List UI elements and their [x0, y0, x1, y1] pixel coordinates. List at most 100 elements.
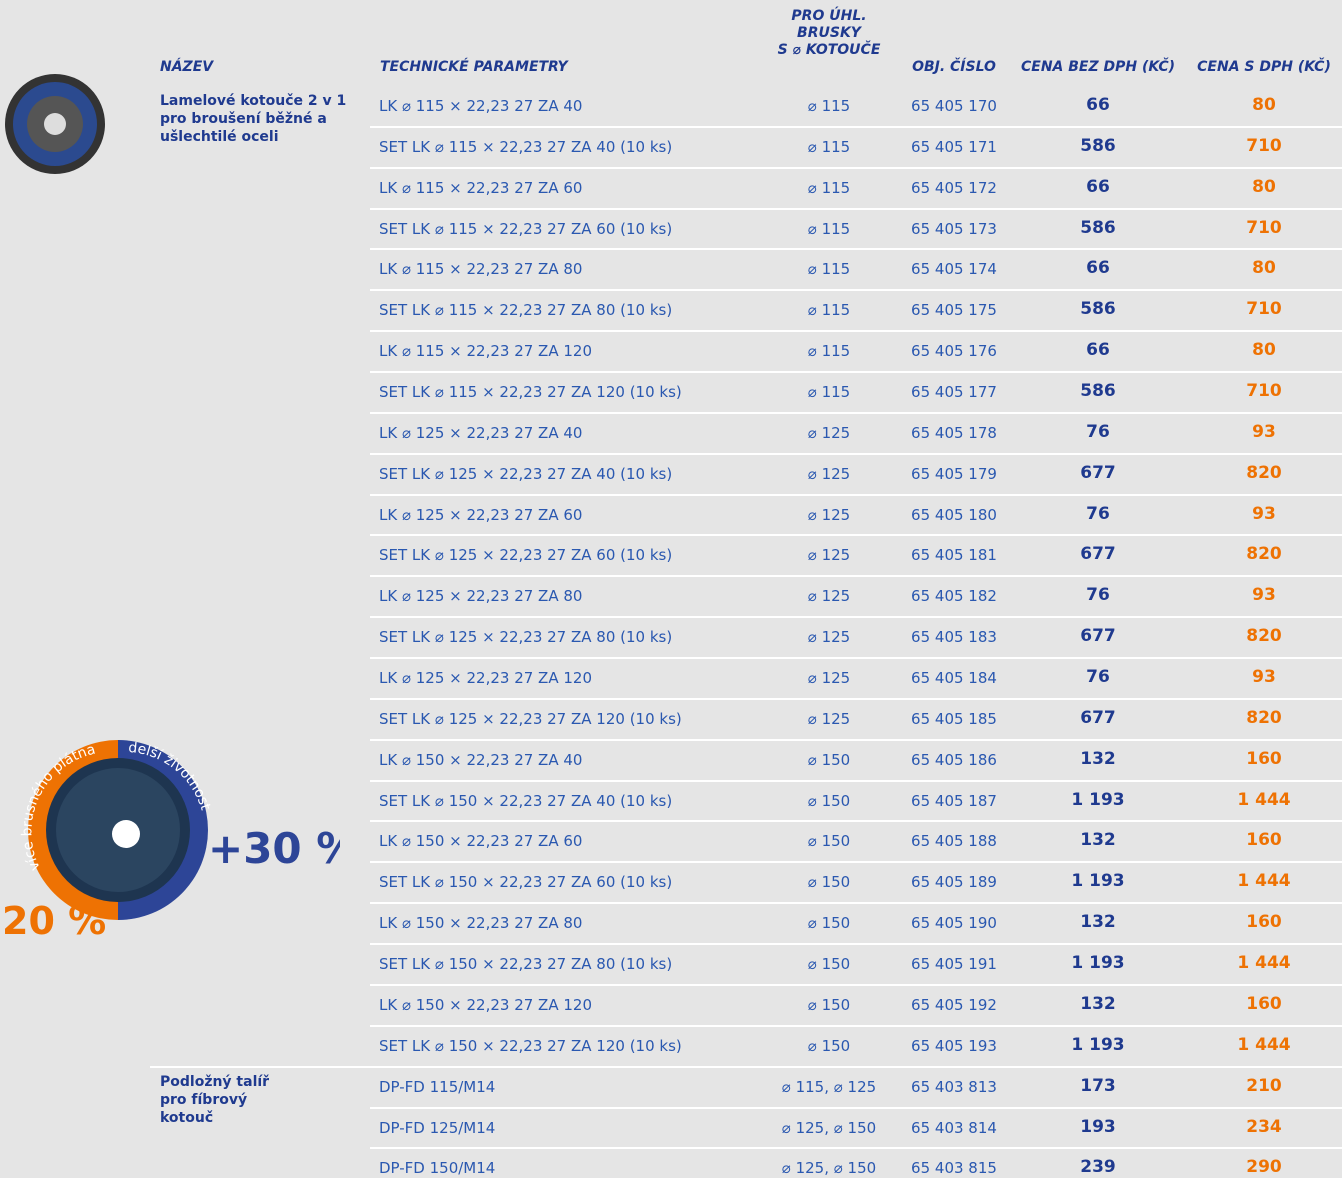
row-params: SET LK ⌀ 150 × 22,23 27 ZA 80 (10 ks) — [379, 954, 672, 974]
row-params: LK ⌀ 115 × 22,23 27 ZA 60 — [379, 178, 582, 198]
row-price: 76 — [1020, 585, 1176, 605]
row-price: 66 — [1020, 258, 1176, 278]
row-separator — [370, 616, 1342, 618]
row-price-vat: 710 — [1184, 136, 1342, 156]
row-params: SET LK ⌀ 125 × 22,23 27 ZA 80 (10 ks) — [379, 627, 672, 647]
badge-plus: +30 % — [208, 824, 340, 873]
row-diameter: ⌀ 125 — [760, 545, 898, 565]
row-separator — [370, 698, 1342, 700]
row-separator — [370, 289, 1342, 291]
row-separator — [370, 575, 1342, 577]
row-price: 586 — [1020, 218, 1176, 238]
row-diameter: ⌀ 125 — [760, 709, 898, 729]
row-price: 677 — [1020, 626, 1176, 646]
row-separator — [370, 453, 1342, 455]
row-price-vat: 820 — [1184, 463, 1342, 483]
row-number: 65 405 187 — [884, 791, 1024, 811]
badge: více brusného plátna delší životnost +30… — [0, 700, 340, 960]
row-price-vat: 210 — [1184, 1076, 1342, 1096]
row-separator — [370, 739, 1342, 741]
row-price-vat: 160 — [1184, 912, 1342, 932]
row-number: 65 405 175 — [884, 300, 1024, 320]
row-params: SET LK ⌀ 115 × 22,23 27 ZA 40 (10 ks) — [379, 137, 672, 157]
row-params: SET LK ⌀ 125 × 22,23 27 ZA 60 (10 ks) — [379, 545, 672, 565]
row-price: 586 — [1020, 381, 1176, 401]
row-separator — [370, 780, 1342, 782]
row-price-vat: 160 — [1184, 749, 1342, 769]
row-price: 586 — [1020, 299, 1176, 319]
row-diameter: ⌀ 150 — [760, 995, 898, 1015]
row-price: 132 — [1020, 749, 1176, 769]
row-price: 66 — [1020, 95, 1176, 115]
row-diameter: ⌀ 150 — [760, 872, 898, 892]
row-price-vat: 710 — [1184, 218, 1342, 238]
row-diameter: ⌀ 115 — [760, 96, 898, 116]
row-price: 76 — [1020, 422, 1176, 442]
header-grinder-line: BRUSKY — [760, 25, 898, 42]
group-separator — [150, 1066, 1342, 1068]
row-number: 65 405 183 — [884, 627, 1024, 647]
product-image — [3, 72, 113, 182]
header-name: NÁZEV — [160, 59, 213, 76]
row-diameter: ⌀ 150 — [760, 791, 898, 811]
row-price-vat: 710 — [1184, 381, 1342, 401]
row-separator — [370, 1107, 1342, 1109]
row-params: DP-FD 115/M14 — [379, 1077, 495, 1097]
row-number: 65 405 170 — [884, 96, 1024, 116]
row-number: 65 405 193 — [884, 1036, 1024, 1056]
row-price-vat: 710 — [1184, 299, 1342, 319]
header-price: CENA BEZ DPH (KČ) — [1020, 59, 1176, 76]
row-params: SET LK ⌀ 150 × 22,23 27 ZA 120 (10 ks) — [379, 1036, 682, 1056]
row-price-vat: 80 — [1184, 340, 1342, 360]
row-number: 65 405 180 — [884, 505, 1024, 525]
row-params: SET LK ⌀ 125 × 22,23 27 ZA 120 (10 ks) — [379, 709, 682, 729]
row-price-vat: 93 — [1184, 504, 1342, 524]
row-price-vat: 820 — [1184, 708, 1342, 728]
row-price: 1 193 — [1020, 1035, 1176, 1055]
row-params: LK ⌀ 115 × 22,23 27 ZA 80 — [379, 259, 582, 279]
page: NÁZEV TECHNICKÉ PARAMETRY PRO ÚHL. BRUSK… — [0, 0, 1342, 1178]
row-price: 66 — [1020, 340, 1176, 360]
row-number: 65 405 182 — [884, 586, 1024, 606]
row-price: 677 — [1020, 708, 1176, 728]
row-diameter: ⌀ 150 — [760, 954, 898, 974]
header-grinder: PRO ÚHL. BRUSKY S ⌀ KOTOUČE — [760, 8, 898, 59]
row-separator — [370, 657, 1342, 659]
row-separator — [370, 861, 1342, 863]
header-params: TECHNICKÉ PARAMETRY — [380, 59, 568, 76]
row-number: 65 405 186 — [884, 750, 1024, 770]
row-params: LK ⌀ 125 × 22,23 27 ZA 120 — [379, 668, 592, 688]
row-separator — [370, 1147, 1342, 1149]
row-diameter: ⌀ 150 — [760, 913, 898, 933]
row-params: LK ⌀ 150 × 22,23 27 ZA 120 — [379, 995, 592, 1015]
row-number: 65 405 178 — [884, 423, 1024, 443]
row-price-vat: 93 — [1184, 667, 1342, 687]
row-price-vat: 80 — [1184, 258, 1342, 278]
row-price: 1 193 — [1020, 953, 1176, 973]
row-price: 76 — [1020, 504, 1176, 524]
row-price: 66 — [1020, 177, 1176, 197]
row-number: 65 405 173 — [884, 219, 1024, 239]
row-separator — [370, 167, 1342, 169]
row-diameter: ⌀ 150 — [760, 831, 898, 851]
row-params: SET LK ⌀ 150 × 22,23 27 ZA 40 (10 ks) — [379, 791, 672, 811]
row-separator — [370, 248, 1342, 250]
row-price: 1 193 — [1020, 871, 1176, 891]
row-price-vat: 93 — [1184, 422, 1342, 442]
row-price-vat: 234 — [1184, 1117, 1342, 1137]
row-params: SET LK ⌀ 150 × 22,23 27 ZA 60 (10 ks) — [379, 872, 672, 892]
row-params: LK ⌀ 125 × 22,23 27 ZA 60 — [379, 505, 582, 525]
header-number: OBJ. ČÍSLO — [884, 59, 1024, 76]
row-number: 65 405 176 — [884, 341, 1024, 361]
row-price-vat: 160 — [1184, 830, 1342, 850]
row-separator — [370, 208, 1342, 210]
row-params: DP-FD 150/M14 — [379, 1158, 495, 1178]
row-number: 65 403 815 — [884, 1158, 1024, 1178]
row-price: 1 193 — [1020, 790, 1176, 810]
group-name: Lamelové kotouče 2 v 1 pro broušení běžn… — [160, 92, 355, 146]
row-price-vat: 290 — [1184, 1157, 1342, 1177]
group-name: Podložný talíř pro fíbrový kotouč — [160, 1073, 300, 1127]
row-diameter: ⌀ 115 — [760, 178, 898, 198]
row-diameter: ⌀ 125 — [760, 627, 898, 647]
row-price: 173 — [1020, 1076, 1176, 1096]
